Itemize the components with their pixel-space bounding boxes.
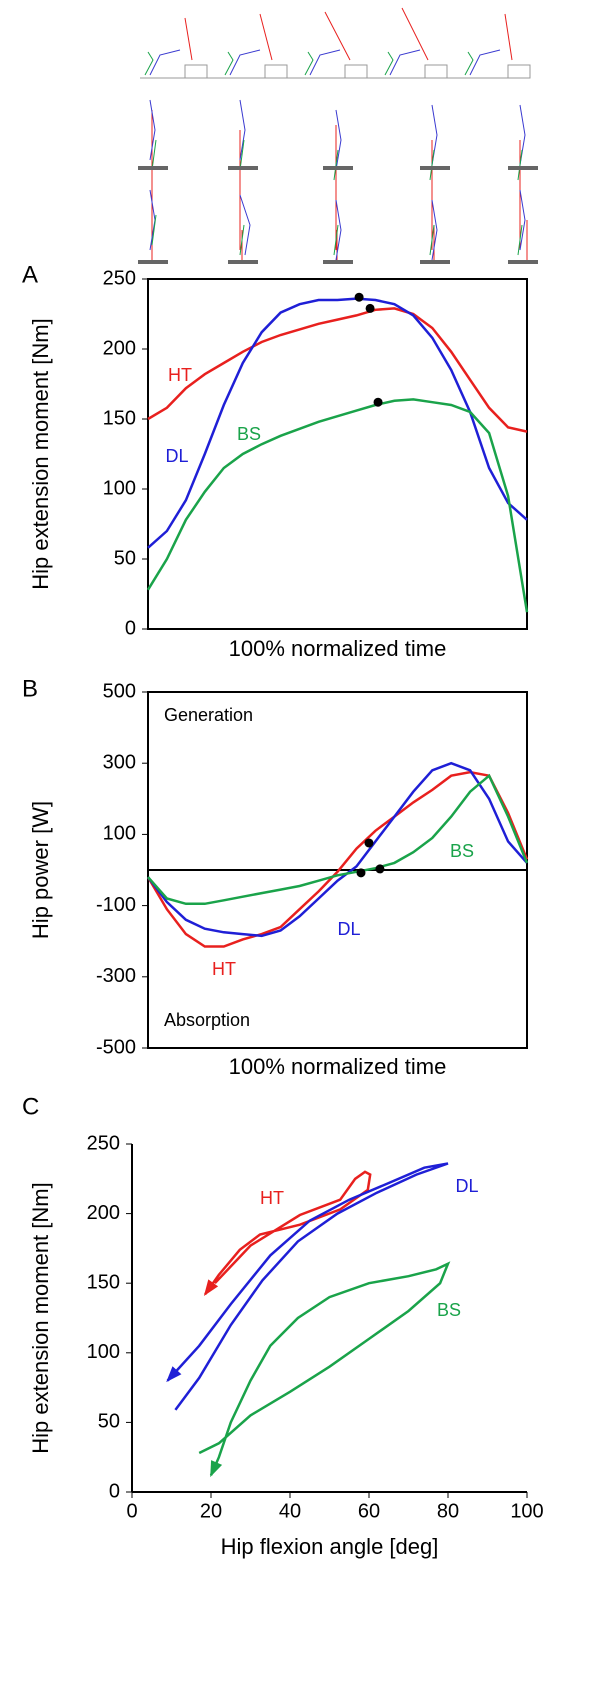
- y-tick-label: 200: [103, 337, 136, 359]
- series-line: [147, 773, 529, 906]
- y-tick-label: 100: [103, 823, 136, 845]
- y-tick-label: 50: [114, 547, 136, 569]
- series-line: [204, 1170, 372, 1296]
- arrow-head: [166, 1366, 182, 1383]
- x-axis-label: Hip flexion angle [deg]: [221, 1534, 439, 1559]
- y-tick-label: 100: [103, 477, 136, 499]
- series-label: HT: [260, 1188, 284, 1208]
- y-axis-label: Hip extension moment [Nm]: [28, 1182, 53, 1453]
- y-axis-label: Hip extension moment [Nm]: [28, 318, 53, 589]
- y-tick-label: 0: [109, 1480, 120, 1502]
- arrow-head: [203, 1279, 219, 1296]
- y-tick-label: 150: [103, 407, 136, 429]
- y-tick-label: -100: [96, 894, 136, 916]
- marker: [373, 397, 383, 407]
- annotation: Absorption: [164, 1010, 250, 1030]
- y-tick-label: -300: [96, 965, 136, 987]
- stick-figures: [138, 7, 538, 264]
- series-label: HT: [168, 365, 192, 385]
- panel-label: A: [22, 261, 38, 288]
- panel-label: B: [22, 675, 38, 702]
- series-line: [146, 770, 529, 948]
- series-line: [147, 307, 528, 433]
- series-line: [146, 398, 529, 613]
- series-label: BS: [437, 1300, 461, 1320]
- series-label: DL: [165, 446, 188, 466]
- y-tick-label: 200: [87, 1202, 120, 1224]
- x-axis-label: 100% normalized time: [229, 1054, 447, 1079]
- x-tick-label: 0: [126, 1500, 137, 1522]
- y-tick-label: 500: [103, 680, 136, 702]
- y-tick-label: 150: [87, 1271, 120, 1293]
- x-tick-label: 40: [279, 1500, 301, 1522]
- y-tick-label: 250: [87, 1132, 120, 1154]
- series-label: BS: [237, 424, 261, 444]
- series-label: DL: [455, 1176, 478, 1196]
- marker: [354, 292, 364, 302]
- panel-label: C: [22, 1093, 39, 1120]
- x-tick-label: 60: [358, 1500, 380, 1522]
- y-tick-label: 0: [125, 617, 136, 639]
- y-tick-label: 100: [87, 1341, 120, 1363]
- series-label: DL: [337, 919, 360, 939]
- plot-frame: [147, 278, 528, 630]
- series-line: [166, 1162, 449, 1411]
- y-tick-label: 250: [103, 267, 136, 289]
- marker: [364, 838, 374, 848]
- marker: [356, 868, 366, 878]
- x-tick-label: 80: [437, 1500, 459, 1522]
- series-label: HT: [212, 959, 236, 979]
- y-tick-label: 300: [103, 751, 136, 773]
- y-tick-label: 50: [98, 1411, 120, 1433]
- marker: [365, 303, 375, 313]
- x-axis-label: 100% normalized time: [229, 636, 447, 661]
- annotation: Generation: [164, 705, 253, 725]
- y-tick-label: -500: [96, 1036, 136, 1058]
- series-line: [147, 761, 528, 938]
- y-axis-label: Hip power [W]: [28, 801, 53, 939]
- series-line: [198, 1261, 451, 1476]
- arrow-head: [210, 1460, 223, 1478]
- x-tick-label: 20: [200, 1500, 222, 1522]
- marker: [375, 864, 385, 874]
- series-label: BS: [450, 841, 474, 861]
- series-line: [147, 297, 528, 549]
- x-tick-label: 100: [510, 1500, 543, 1522]
